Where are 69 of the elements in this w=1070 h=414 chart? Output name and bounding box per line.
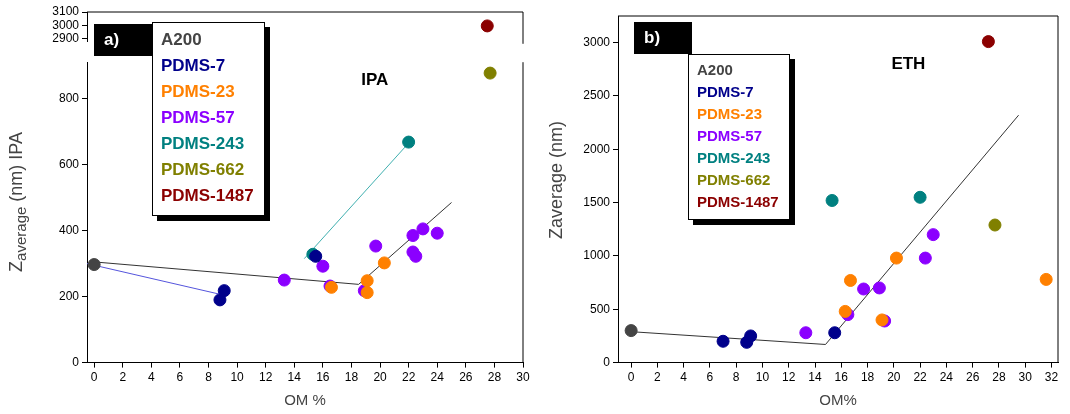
x-tick-label: 22 — [401, 370, 416, 385]
annotation: b) — [634, 22, 692, 54]
text: PDMS-243 — [161, 133, 246, 155]
x-tick-label: 16 — [316, 370, 330, 385]
x-tick-label: 12 — [782, 370, 796, 385]
y-tick-label: 2900 — [52, 30, 80, 45]
x-tick-label: 10 — [230, 370, 245, 385]
x-tick-label: 20 — [373, 370, 388, 385]
annotation: a) — [94, 24, 152, 56]
x-tick-label: 30 — [1018, 370, 1033, 385]
x-tick-label: 2 — [119, 370, 127, 385]
x-tick-label: 2 — [654, 370, 662, 385]
y-tick-label: 200 — [58, 288, 80, 303]
x-tick-label: 14 — [808, 370, 823, 385]
x-tick-label: 10 — [755, 370, 770, 385]
x-axis-title: OM% — [819, 391, 857, 409]
x-tick-label: 14 — [287, 370, 302, 385]
text: PDMS-1487 — [161, 186, 254, 205]
text: PDMS-243 — [697, 148, 772, 168]
x-tick-label: 32 — [1044, 370, 1059, 385]
x-tick-label: 4 — [680, 370, 688, 385]
x-tick-label: 18 — [344, 370, 359, 385]
x-tick-label: 26 — [459, 370, 473, 385]
y-tick-label: 1000 — [583, 248, 611, 263]
y-tick-label: 2000 — [583, 141, 611, 156]
y-axis-title: Zaverage (nm) — [546, 120, 567, 240]
y-tick-label: 3100 — [52, 4, 80, 19]
x-tick-label: 6 — [176, 370, 184, 385]
y-tick-label: 3000 — [52, 17, 80, 32]
x-tick-label: 12 — [259, 370, 273, 385]
x-tick-label: 28 — [487, 370, 502, 385]
x-tick-label: 20 — [887, 370, 901, 385]
x-tick-label: 24 — [430, 370, 445, 385]
x-tick-label: 28 — [992, 370, 1006, 385]
text: A200 — [161, 29, 203, 51]
y-tick-label: 0 — [603, 354, 611, 369]
x-tick-label: 6 — [706, 370, 714, 385]
x-tick-label: 0 — [627, 370, 635, 385]
y-tick-label: 1500 — [583, 194, 611, 209]
text: PDMS-1487 — [697, 192, 779, 212]
text: PDMS-662 — [161, 159, 246, 181]
x-tick-label: 16 — [834, 370, 849, 385]
y-tick-label: 400 — [58, 222, 80, 237]
text: PDMS-23 — [697, 104, 764, 124]
text: PDMS-7 — [697, 82, 755, 102]
y-tick-label: 2500 — [583, 88, 611, 103]
x-tick-label: 30 — [516, 370, 530, 385]
x-tick-label: 26 — [965, 370, 980, 385]
x-tick-label: 0 — [90, 370, 98, 385]
x-tick-label: 4 — [147, 370, 155, 385]
y-tick-label: 3000 — [583, 34, 611, 49]
text: PDMS-662 — [697, 170, 772, 190]
x-tick-label: 8 — [732, 370, 740, 385]
text: PDMS-7 — [161, 55, 227, 77]
x-tick-label: 8 — [205, 370, 213, 385]
y-tick-label: 600 — [58, 156, 80, 171]
text: ETH — [891, 53, 926, 73]
y-tick-label: 500 — [589, 301, 611, 316]
text: PDMS-23 — [161, 81, 236, 103]
y-tick-label: 800 — [58, 90, 80, 105]
x-tick-label: 18 — [860, 370, 875, 385]
text: IPA — [361, 69, 389, 89]
x-axis-title: OM % — [284, 391, 326, 409]
text: PDMS-57 — [161, 107, 236, 129]
text: A200 — [697, 60, 734, 80]
x-tick-label: 22 — [913, 370, 928, 385]
text: PDMS-57 — [697, 126, 764, 146]
y-tick-label: 0 — [72, 354, 80, 369]
x-tick-label: 24 — [939, 370, 954, 385]
